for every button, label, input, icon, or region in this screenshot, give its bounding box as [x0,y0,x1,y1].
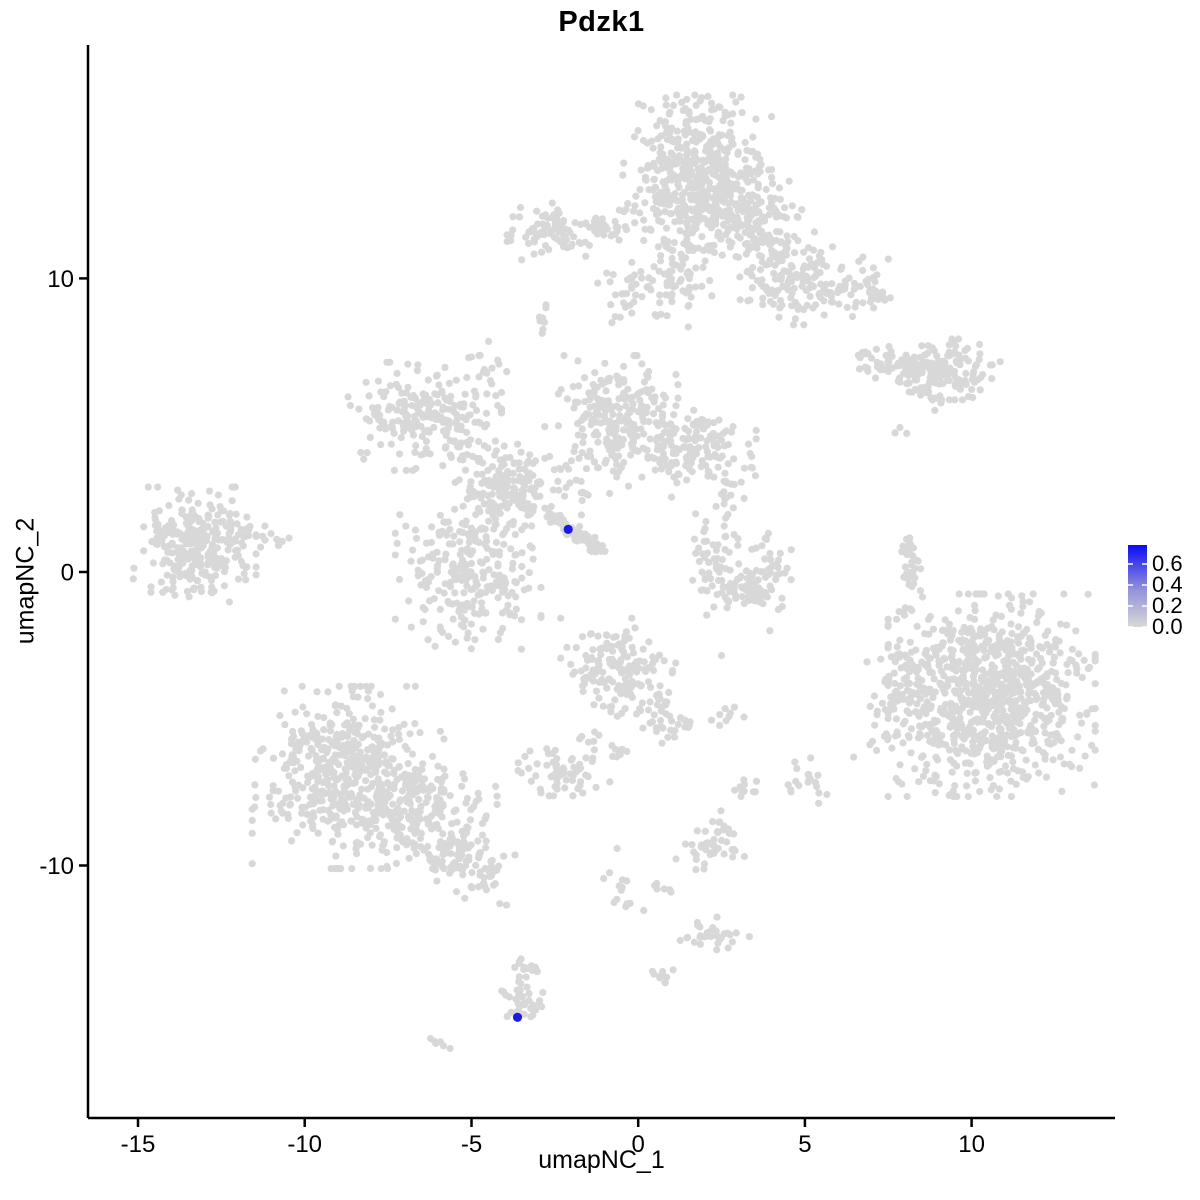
x-tick-label: -5 [461,1131,482,1158]
plot-title: Pdzk1 [558,6,645,38]
axis-lines [86,45,1115,1120]
x-axis-title: umapNC_1 [538,1146,665,1174]
colorbar-tick-mark [1142,605,1147,607]
highlighted-cell [512,1012,523,1022]
y-tick-label: 10 [47,266,74,293]
y-tick-label: 0 [61,560,74,587]
colorbar-tick-mark [1128,562,1133,565]
legend-tick-label: 0.2 [1152,593,1183,618]
x-tick-label: -10 [287,1131,322,1158]
legend-tick-label: 0.6 [1152,550,1183,576]
highlighted-cell [563,524,573,535]
y-tick-label: -10 [39,853,74,880]
x-tick-label: 10 [958,1131,985,1158]
x-tick-label: -15 [121,1131,156,1158]
colorbar-tick-mark [1128,583,1133,586]
expression-colorbar: 0.6 0.4 0.2 0.0 [1128,545,1198,639]
colorbar-gradient [1128,545,1147,627]
scatter-points-layer [129,91,1099,1053]
colorbar-tick-mark [1128,605,1133,607]
x-tick-label: 5 [798,1131,811,1158]
legend-tick-label: 0.4 [1152,571,1183,597]
highlighted-cells [512,524,573,1022]
x-axis-ticks: -15 -10 -5 0 5 10 [121,1118,985,1158]
colorbar-tick-mark [1142,562,1147,565]
colorbar-tick-mark [1142,583,1147,586]
colorbar-tick-mark [1128,626,1133,628]
x-tick-label: 0 [632,1131,645,1158]
colorbar-tick-mark [1142,626,1147,628]
y-axis-ticks: -10 0 10 [39,266,88,880]
legend-tick-label: 0.0 [1152,614,1183,639]
